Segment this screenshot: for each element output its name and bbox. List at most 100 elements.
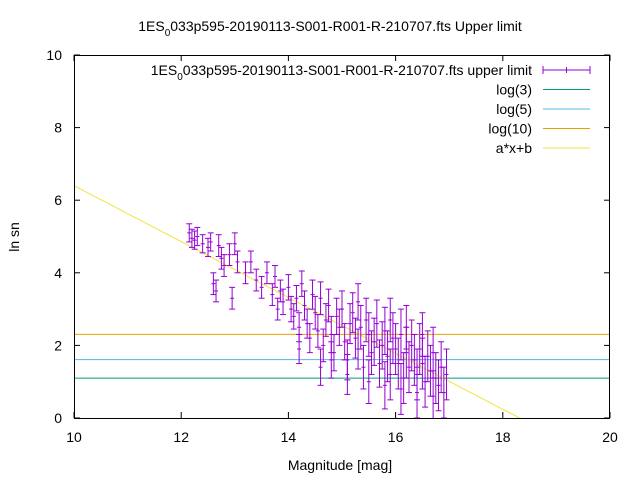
data-point	[242, 261, 249, 285]
data-point	[408, 319, 415, 372]
data-point	[322, 303, 329, 337]
data-point	[440, 366, 447, 418]
data-point	[317, 281, 324, 316]
data-point	[347, 303, 354, 345]
x-tick-label: 16	[388, 429, 404, 445]
data-point	[207, 232, 214, 252]
data-point	[416, 323, 423, 375]
legend-entry: a*x+b	[496, 140, 590, 156]
x-tick-label: 18	[495, 429, 511, 445]
legend-entry: log(10)	[488, 121, 590, 137]
data-point	[293, 285, 300, 312]
data-point	[387, 348, 394, 401]
data-point	[365, 359, 372, 404]
data-point	[215, 234, 222, 257]
data-point	[384, 330, 391, 383]
data-point	[309, 279, 316, 310]
data-point	[280, 288, 287, 316]
data-point	[226, 243, 233, 267]
data-point	[317, 348, 324, 386]
y-tick-label: 4	[54, 265, 62, 281]
data-point	[186, 223, 193, 243]
data-point	[432, 352, 439, 404]
data-point	[376, 339, 383, 388]
data-point	[360, 344, 367, 390]
data-point	[349, 292, 356, 334]
data-point	[381, 361, 388, 410]
data-point	[411, 334, 418, 386]
data-point	[328, 341, 335, 379]
data-point	[290, 303, 297, 330]
data-point	[403, 304, 410, 350]
legend: 1ES0033p595-20190113-S001-R001-R-210707.…	[151, 62, 591, 156]
data-point	[397, 363, 404, 415]
data-point	[210, 272, 217, 296]
data-point	[194, 226, 201, 247]
data-point	[352, 317, 359, 359]
data-point	[263, 261, 270, 285]
legend-label: 1ES0033p595-20190113-S001-R001-R-210707.…	[151, 62, 532, 83]
data-point	[392, 323, 399, 375]
x-tick-label: 10	[66, 429, 82, 445]
data-point	[320, 328, 327, 363]
data-point	[419, 312, 426, 357]
data-point	[288, 295, 295, 323]
data-point	[306, 323, 313, 354]
chart-title: 1ES0033p595-20190113-S001-R001-R-210707.…	[138, 18, 522, 39]
data-point	[357, 304, 364, 350]
data-point	[443, 348, 450, 401]
data-point	[213, 279, 220, 303]
data-point	[218, 246, 225, 270]
y-tick-label: 8	[54, 120, 62, 136]
legend-label: a*x+b	[496, 140, 532, 156]
y-tick-label: 6	[54, 192, 62, 208]
data-point	[424, 330, 431, 383]
data-point	[247, 250, 254, 274]
data-point	[435, 359, 442, 412]
data-point	[389, 312, 396, 365]
y-tick-label: 10	[46, 47, 62, 63]
data-point	[298, 270, 305, 297]
y-tick-label: 2	[54, 337, 62, 353]
plot-frame	[74, 55, 610, 419]
data-point	[365, 312, 372, 357]
data-point	[314, 314, 321, 348]
legend-entry: log(3)	[496, 82, 590, 98]
data-point	[234, 250, 241, 274]
x-tick-label: 14	[281, 429, 297, 445]
plot-area	[74, 185, 610, 418]
legend-entry: log(5)	[496, 101, 590, 117]
data-point	[397, 308, 404, 361]
data-point	[344, 353, 351, 395]
data-point	[363, 297, 370, 343]
x-axis-label: Magnitude [mag]	[288, 457, 392, 473]
data-point	[379, 321, 386, 370]
data-point	[371, 317, 378, 366]
legend-entry: 1ES0033p595-20190113-S001-R001-R-210707.…	[151, 62, 591, 83]
data-point	[285, 274, 292, 301]
data-point	[272, 265, 278, 288]
data-point	[253, 268, 260, 292]
data-point	[229, 286, 236, 310]
legend-label: log(5)	[496, 101, 532, 117]
data-point	[373, 299, 380, 348]
data-point	[355, 283, 362, 321]
data-point	[333, 297, 340, 336]
data-point	[406, 341, 412, 394]
axes: 10 12 14 16 18 20 0 2 4 6 8 10	[46, 47, 618, 445]
data-point	[258, 275, 265, 299]
y-axis-label: ln sn	[6, 222, 22, 252]
legend-label: log(3)	[496, 82, 532, 98]
y-tick-label: 0	[54, 410, 62, 426]
data-point	[387, 297, 394, 343]
plot-clip	[74, 185, 610, 418]
data-point	[296, 334, 303, 365]
data-point	[301, 290, 308, 321]
data-point	[199, 234, 206, 254]
data-point	[188, 228, 195, 248]
data-point	[191, 230, 198, 250]
data-point	[430, 370, 437, 418]
legend-label: log(10)	[488, 121, 532, 137]
data-point	[414, 366, 421, 418]
